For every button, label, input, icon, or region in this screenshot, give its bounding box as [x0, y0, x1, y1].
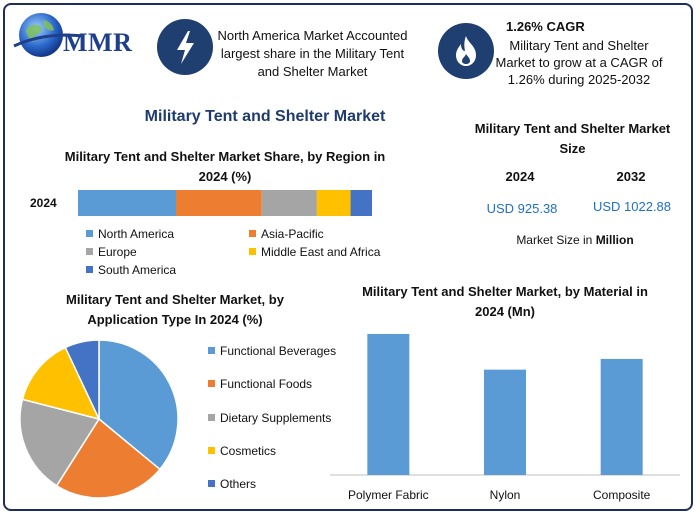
- material-bar-nylon: [484, 369, 526, 475]
- legend-label: Functional Beverages: [220, 344, 337, 358]
- legend-swatch: [208, 413, 215, 421]
- region-bar-segment-north-america: [78, 190, 176, 216]
- region-legend-item-middle-east-and-africa: Middle East and Africa: [249, 245, 380, 259]
- material-chart-title: Military Tent and Shelter Market, by Mat…: [362, 284, 648, 319]
- pie-slice-functional-foods: [55, 417, 161, 499]
- legend-swatch: [249, 248, 256, 255]
- region-legend-item-north-america: North America: [86, 227, 174, 241]
- pie-legend-item-cosmetics: Cosmetics: [208, 444, 276, 458]
- legend-swatch: [208, 446, 215, 454]
- pie-legend-item-functional-beverages: Functional Beverages: [208, 344, 336, 358]
- legend-label: North America: [98, 227, 175, 241]
- application-pie-chart: [19, 339, 179, 499]
- region-legend-item-asia-pacific: Asia-Pacific: [249, 227, 324, 241]
- legend-swatch: [208, 347, 215, 354]
- market-size-year-2032: 2032: [616, 169, 646, 184]
- market-size-unit-bold: Million: [595, 233, 634, 247]
- legend-label: South America: [98, 263, 177, 277]
- market-size-value-2024: USD 925.38: [486, 201, 558, 216]
- cagr-title: 1.26% CAGR: [506, 19, 585, 34]
- pie-slice-dietary-supplements: [19, 398, 101, 487]
- application-pie-title: Military Tent and Shelter Market, by App…: [66, 292, 284, 327]
- pie-slice-others: [64, 339, 100, 420]
- legend-label: Dietary Supplements: [220, 410, 332, 425]
- cagr-text: Military Tent and Shelter Market to grow…: [495, 38, 663, 87]
- region-bar-segment-south-america: [350, 190, 372, 216]
- legend-swatch: [208, 480, 215, 488]
- material-tick-label-nylon: Nylon: [490, 488, 521, 502]
- material-tick-label-polymer-fabric: Polymer Fabric: [348, 488, 429, 502]
- info-north-america-text: North America Market Accounted largest s…: [217, 28, 408, 79]
- legend-swatch: [86, 248, 93, 255]
- pie-slice-cosmetics: [21, 346, 101, 421]
- region-bar-category-label: 2024: [30, 196, 57, 210]
- material-bar-composite: [600, 358, 643, 475]
- legend-label: Middle East and Africa: [261, 245, 381, 259]
- market-size-unit-prefix: Market Size in: [516, 233, 593, 247]
- material-bar-chart: Polymer Fabric Nylon Composite: [330, 333, 680, 502]
- brand-logo-text: MMR: [63, 28, 133, 57]
- region-share-title: Military Tent and Shelter Market Share, …: [64, 149, 386, 184]
- market-size-title: Military Tent and Shelter Market Size: [474, 121, 671, 156]
- legend-label: Others: [220, 477, 257, 492]
- flame-icon: [456, 36, 476, 66]
- legend-label: Europe: [98, 245, 137, 259]
- region-legend-item-south-america: South America: [86, 263, 176, 277]
- pie-legend-item-dietary-supplements: Dietary Supplements: [208, 411, 331, 425]
- legend-label: Cosmetics: [220, 443, 277, 458]
- legend-label: Functional Foods: [220, 377, 313, 392]
- pie-legend-item-others: Others: [208, 477, 256, 491]
- material-tick-label-composite: Composite: [593, 488, 651, 502]
- flame-badge: [438, 23, 494, 79]
- material-bar-polymer-fabric: [367, 333, 410, 475]
- lightning-badge: [157, 19, 213, 75]
- market-size-year-2024: 2024: [505, 169, 535, 184]
- pie-slice-functional-beverages: [98, 339, 179, 471]
- legend-swatch: [86, 230, 93, 237]
- legend-swatch: [208, 380, 215, 388]
- region-bar-segment-middle-east-and-africa: [316, 190, 351, 216]
- region-bar-segment-asia-pacific: [176, 190, 262, 216]
- legend-swatch: [249, 230, 256, 237]
- market-size-unit: Market Size in Million: [470, 233, 680, 247]
- lightning-icon: [177, 31, 194, 64]
- legend-label: Asia-Pacific: [261, 227, 324, 241]
- region-legend-item-europe: Europe: [86, 245, 137, 259]
- legend-swatch: [86, 266, 93, 273]
- pie-legend-item-functional-foods: Functional Foods: [208, 377, 312, 391]
- globe-logo-icon: [13, 13, 85, 57]
- market-size-value-2032: USD 1022.88: [592, 199, 672, 214]
- region-share-bar: [78, 190, 372, 216]
- region-bar-segment-europe: [261, 190, 317, 216]
- main-title: Military Tent and Shelter Market: [144, 108, 386, 125]
